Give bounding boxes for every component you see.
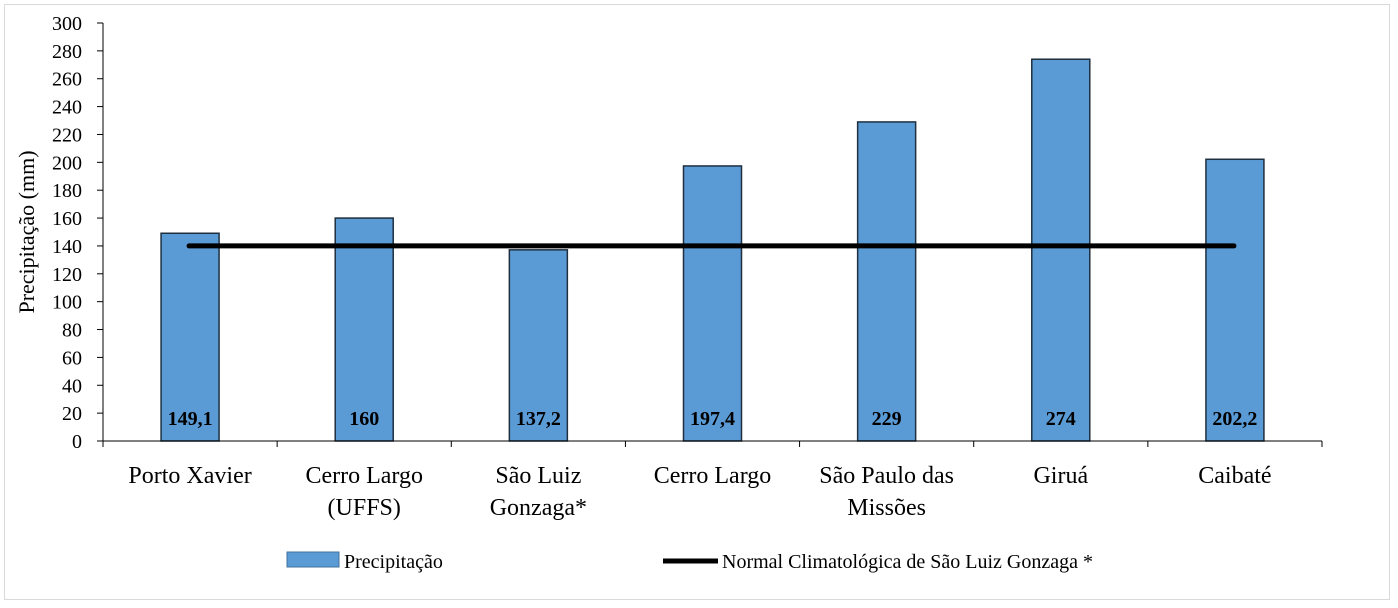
x-category-label: Caibaté (1198, 463, 1271, 489)
y-tick-label: 0 (72, 431, 82, 453)
bar (334, 217, 394, 442)
x-category-label: Cerro Largo (654, 463, 772, 489)
bar (160, 232, 220, 442)
y-tick-label: 80 (62, 320, 82, 342)
y-tick-label: 260 (52, 69, 82, 91)
bar-value-label: 229 (872, 408, 902, 430)
y-tick-label: 140 (52, 236, 82, 258)
bar-value-label: 160 (349, 408, 379, 430)
legend: Precipitação Normal Climatológica de São… (286, 551, 1093, 573)
legend-label-normal: Normal Climatológica de São Luiz Gonzaga… (722, 551, 1093, 573)
y-axis: 0 20 40 60 80 100 120 140 160 180 200 220 240 260 280 3… (52, 13, 104, 453)
x-category-label: Porto Xavier (128, 463, 251, 489)
y-tick-label: 180 (52, 180, 82, 202)
bar-value-label: 149,1 (168, 408, 213, 430)
y-tick-label: 40 (62, 375, 82, 397)
bar-value-label: 197,4 (690, 408, 735, 430)
bars-group: 149,1 160 137,2 197,4 229 274 202,2 (160, 58, 1265, 442)
y-tick-label: 240 (52, 97, 82, 119)
y-axis-title: Precipitação (mm) (14, 150, 39, 313)
x-category-label: Giruá (1033, 463, 1088, 489)
bar (508, 249, 569, 442)
y-tick-label: 300 (52, 13, 82, 35)
bar-value-label: 274 (1046, 408, 1076, 430)
bar-value-label: 202,2 (1212, 408, 1257, 430)
y-tick-label: 280 (52, 41, 82, 63)
y-tick-label: 220 (52, 124, 82, 146)
legend-swatch-precipitacao (286, 551, 340, 568)
y-tick-label: 100 (52, 292, 82, 314)
bar-value-label: 137,2 (516, 408, 561, 430)
x-axis: Porto Xavier Cerro Largo (UFFS) São Luiz Gon… (102, 440, 1323, 521)
y-tick-label: 60 (62, 347, 82, 369)
x-category-label: São Luiz Gonzaga* (490, 463, 587, 521)
bar (1205, 158, 1265, 442)
bar (682, 165, 743, 442)
x-category-label: São Paulo das Missões (819, 463, 954, 521)
y-tick-label: 120 (52, 264, 82, 286)
y-tick-label: 20 (62, 403, 82, 425)
y-tick-label: 200 (52, 152, 82, 174)
bar (1031, 58, 1091, 442)
bar (856, 121, 917, 442)
x-category-label: Cerro Largo (UFFS) (305, 463, 423, 521)
y-tick-label: 160 (52, 208, 82, 230)
legend-label-precipitacao: Precipitação (344, 551, 443, 573)
